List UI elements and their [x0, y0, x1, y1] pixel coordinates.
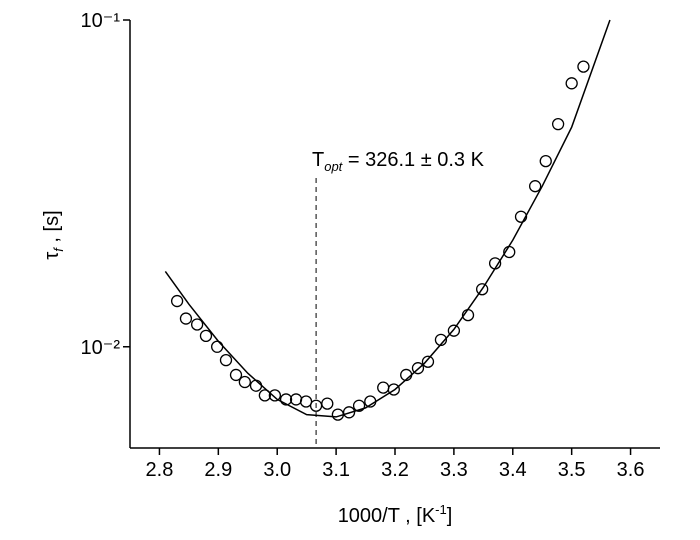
- y-label-sub: f: [51, 247, 66, 252]
- data-point: [342, 406, 356, 419]
- x-tick-label: 3.6: [617, 459, 645, 481]
- data-point: [199, 329, 213, 342]
- y-tick-label: 10⁻¹: [81, 10, 121, 32]
- data-point: [421, 355, 435, 368]
- data-point: [377, 381, 390, 394]
- data-point: [529, 180, 542, 193]
- x-tick-label: 3.3: [440, 459, 468, 481]
- fit-line: [164, 19, 611, 418]
- x-label-main: 1000/T , [K: [338, 505, 436, 527]
- x-label-rest: ]: [447, 505, 453, 527]
- data-point: [299, 395, 313, 408]
- data-point: [321, 397, 334, 410]
- data-point: [190, 318, 204, 331]
- data-point: [539, 154, 552, 168]
- x-tick-label: 2.8: [146, 459, 174, 481]
- x-tick-label: 3.4: [499, 459, 527, 481]
- y-axis-label: τf , [s]: [41, 210, 66, 259]
- data-point: [352, 399, 366, 412]
- data-point: [514, 210, 528, 223]
- data-point: [476, 283, 489, 296]
- data-point: [289, 393, 303, 406]
- x-tick-label: 3.2: [381, 459, 409, 481]
- y-label-rest: , [s]: [41, 210, 63, 248]
- x-axis-label: 1000/T , [K-1]: [338, 502, 453, 527]
- x-tick-label: 3.0: [263, 459, 291, 481]
- data-point: [219, 354, 233, 367]
- data-point: [249, 379, 263, 392]
- x-label-sup: -1: [435, 502, 447, 517]
- annotation-main: T: [312, 149, 324, 171]
- data-point: [577, 60, 590, 73]
- data-point: [238, 375, 251, 389]
- data-point: [229, 368, 243, 382]
- annotation: Topt = 326.1 ± 0.3 K: [312, 149, 485, 174]
- data-point: [268, 389, 282, 402]
- data-point: [551, 118, 565, 131]
- annotation-sub: opt: [324, 159, 343, 174]
- data-point: [411, 362, 425, 375]
- data-point: [447, 324, 461, 337]
- data-point: [179, 312, 193, 325]
- x-tick-label: 2.9: [204, 459, 232, 481]
- data-point: [387, 383, 400, 396]
- data-point: [565, 77, 578, 90]
- y-label-main: τ: [41, 252, 63, 260]
- data-point: [279, 393, 293, 406]
- x-tick-label: 3.1: [322, 459, 350, 481]
- x-tick-label: 3.5: [558, 459, 586, 481]
- data-point: [211, 340, 224, 353]
- y-tick-label: 10⁻²: [81, 337, 121, 359]
- data-point: [170, 294, 184, 308]
- data-point: [258, 389, 272, 402]
- annotation-rest: = 326.1 ± 0.3 K: [342, 149, 484, 171]
